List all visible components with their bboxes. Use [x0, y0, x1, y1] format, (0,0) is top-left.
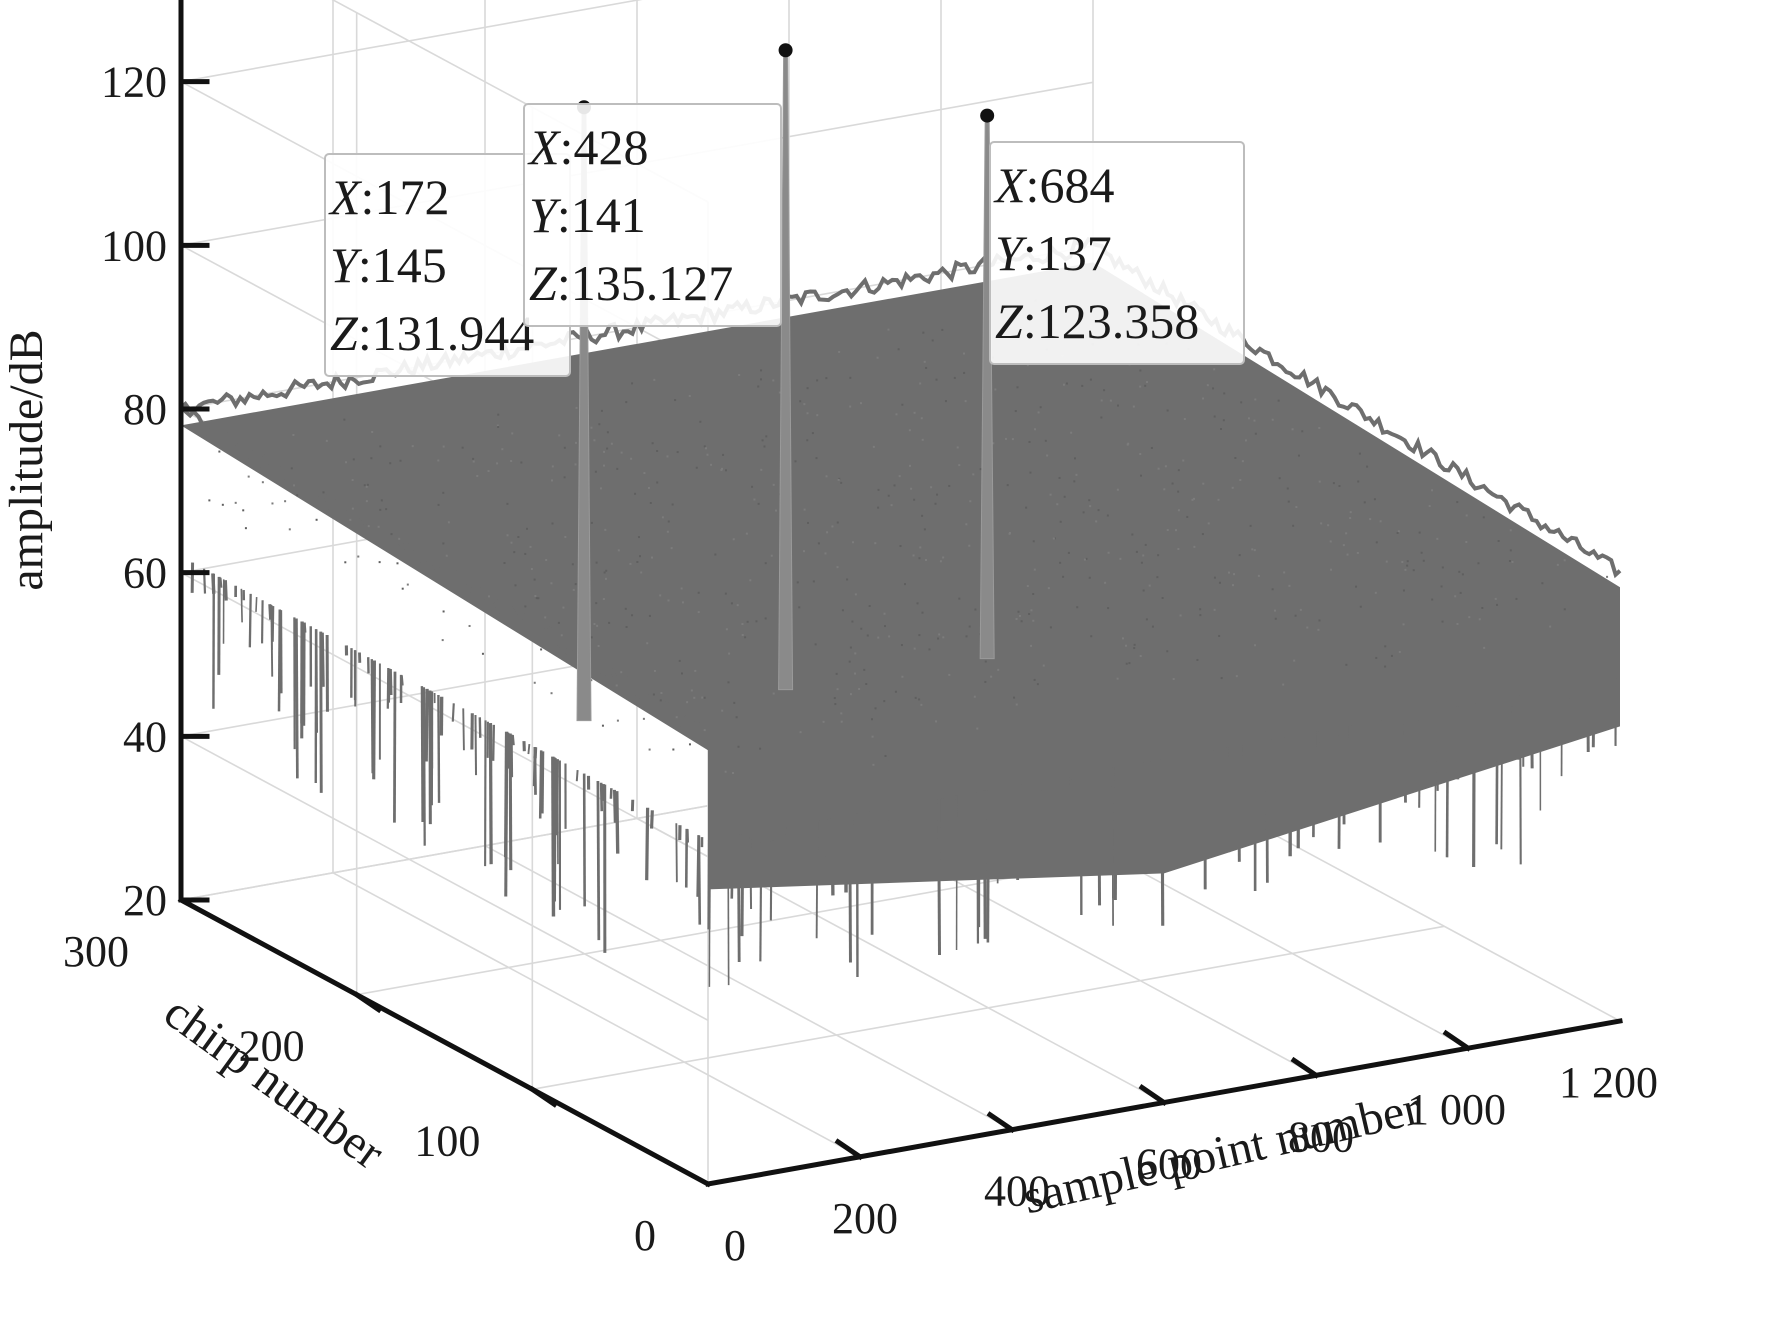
surface-layer	[179, 236, 1622, 987]
peak-marker: X:172 Y:145 Z:131.944	[324, 100, 592, 722]
peak-marker: X:428 Y:141 Z:135.127	[523, 43, 794, 691]
datatip-line: Y:145	[330, 237, 447, 293]
grid-line	[180, 571, 709, 858]
y-tick-label: 0	[634, 1211, 656, 1260]
datatip-line: Z:131.944	[330, 305, 534, 361]
axes-layer: 2040608010012014001002003000200400600800…	[63, 0, 1658, 1270]
z-tick-label: 80	[123, 385, 167, 434]
datatip: X:684 Y:137 Z:123.358	[989, 141, 1245, 365]
x-tick	[1290, 1056, 1320, 1079]
z-tick-label: 20	[123, 876, 167, 925]
x-tick-label: 600	[1136, 1140, 1202, 1189]
grid-line	[332, 872, 861, 1158]
x-tick	[1442, 1029, 1472, 1052]
datatip-dot	[980, 108, 995, 123]
surface-body	[181, 262, 1620, 890]
datatip: X:428 Y:141 Z:135.127	[523, 103, 782, 327]
x-tick-label: 1 000	[1407, 1085, 1506, 1134]
y-tick	[528, 1085, 558, 1108]
x-tick	[986, 1111, 1016, 1134]
y-axis-line	[177, 896, 712, 1188]
grid-line	[484, 844, 1013, 1131]
z-tick-label: 60	[123, 549, 167, 598]
y-tick-label: 100	[414, 1116, 480, 1165]
datatip: X:172 Y:145 Z:131.944	[324, 153, 571, 377]
x-tick-label: 1 200	[1559, 1058, 1658, 1107]
z-axis-label: amplitude/dB	[0, 329, 53, 590]
x-tick-label: 200	[832, 1194, 898, 1243]
z-tick-label: 100	[101, 221, 167, 270]
z-tick-label: 120	[101, 58, 167, 107]
surface-left-edge	[179, 401, 710, 738]
datatip-line: X:428	[527, 119, 648, 175]
x-axis-label: sample point number	[1018, 1081, 1425, 1224]
peaks-layer: X:172Y:145Z:131.944X:428Y:141Z:135.127X:…	[324, 43, 1245, 722]
noise-spikes	[190, 562, 1617, 987]
y-axis-label: chirp number	[154, 985, 393, 1179]
datatip-line: Z:135.127	[529, 255, 733, 311]
x-tick-label: 800	[1288, 1112, 1354, 1161]
y-tick	[353, 991, 383, 1014]
y-tick-label: 300	[63, 927, 129, 976]
datatip-line: X:172	[328, 169, 449, 225]
peak-marker: X:684 Y:137 Z:123.358	[979, 108, 1245, 660]
x-tick-label: 0	[724, 1221, 746, 1270]
datatip-line: X:684	[993, 157, 1114, 213]
x-tick	[1138, 1084, 1168, 1106]
z-tick-label: 40	[123, 712, 167, 761]
x-tick-label: 400	[984, 1167, 1050, 1216]
datatip-line: Z:123.358	[995, 293, 1199, 349]
datatip-line: Y:141	[529, 187, 646, 243]
datatip-dot	[778, 43, 793, 58]
datatip-line: Y:137	[995, 225, 1112, 281]
x-tick	[834, 1138, 864, 1161]
y-tick-label: 200	[239, 1022, 305, 1071]
grid-line	[180, 735, 709, 1022]
